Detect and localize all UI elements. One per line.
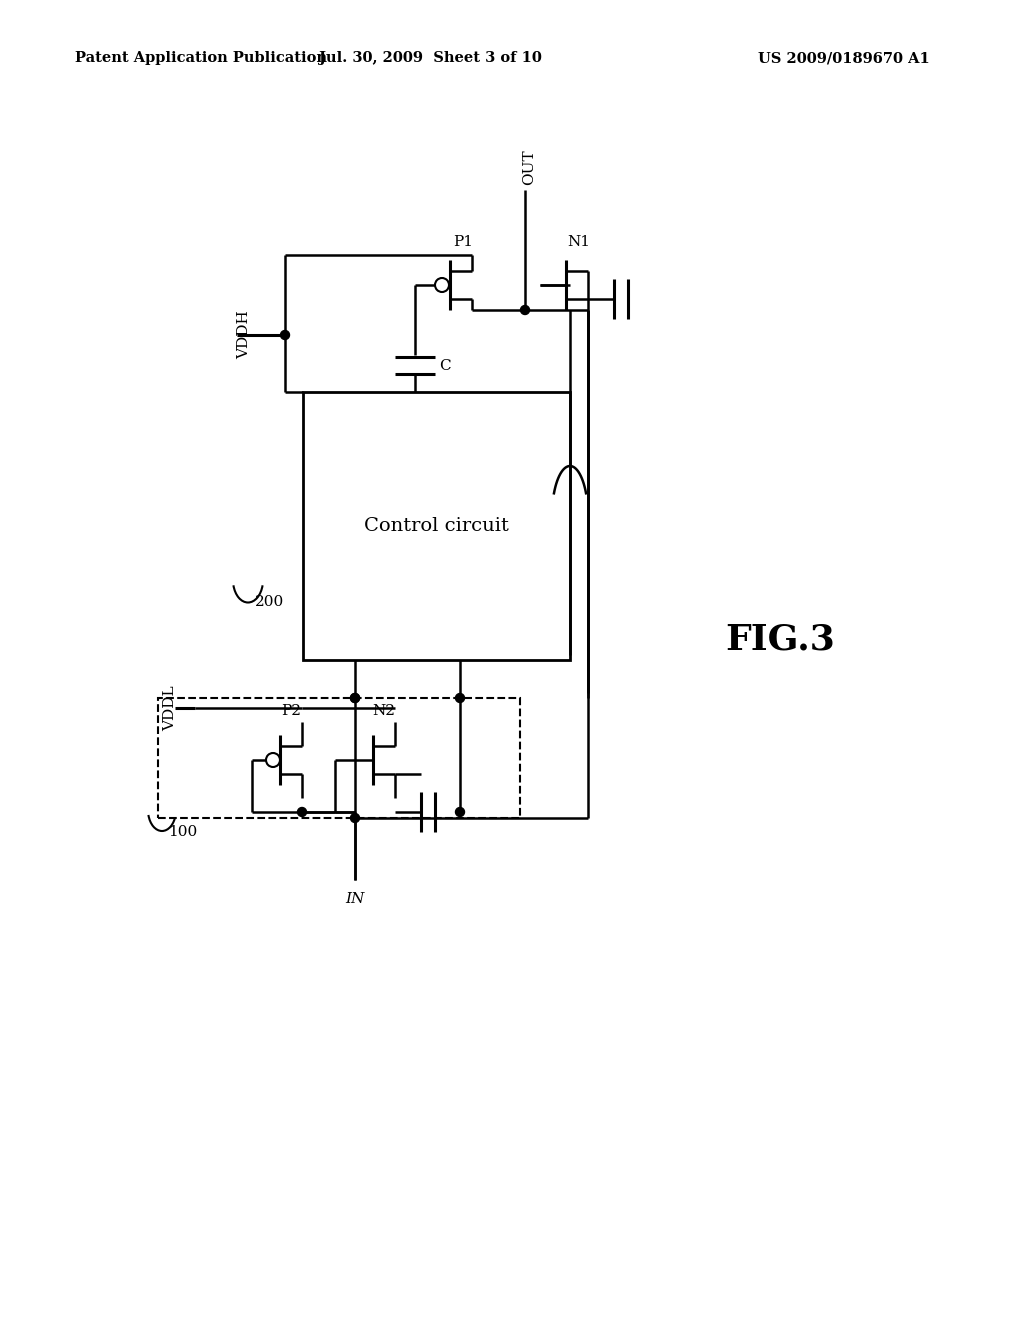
- Text: VDDL: VDDL: [163, 685, 177, 731]
- Text: P2: P2: [281, 704, 301, 718]
- Text: N1: N1: [567, 235, 591, 249]
- Circle shape: [350, 693, 359, 702]
- Text: US 2009/0189670 A1: US 2009/0189670 A1: [758, 51, 930, 65]
- Circle shape: [456, 693, 465, 702]
- Bar: [303, 392, 570, 660]
- Text: Patent Application Publication: Patent Application Publication: [75, 51, 327, 65]
- Text: 200: 200: [255, 595, 285, 609]
- Circle shape: [350, 813, 359, 822]
- Text: Jul. 30, 2009  Sheet 3 of 10: Jul. 30, 2009 Sheet 3 of 10: [318, 51, 542, 65]
- Text: C: C: [439, 359, 451, 372]
- Text: N2: N2: [373, 704, 395, 718]
- Text: Control circuit: Control circuit: [365, 517, 509, 535]
- Circle shape: [456, 808, 465, 817]
- Circle shape: [298, 808, 306, 817]
- Text: P1: P1: [453, 235, 473, 249]
- Text: IN: IN: [345, 892, 365, 906]
- Bar: [158, 698, 520, 818]
- Circle shape: [350, 693, 359, 702]
- Circle shape: [520, 305, 529, 314]
- Circle shape: [281, 330, 290, 339]
- Text: FIG.3: FIG.3: [725, 623, 835, 657]
- Text: OUT: OUT: [522, 149, 536, 185]
- Text: VDDH: VDDH: [237, 310, 251, 359]
- Text: 100: 100: [168, 825, 198, 840]
